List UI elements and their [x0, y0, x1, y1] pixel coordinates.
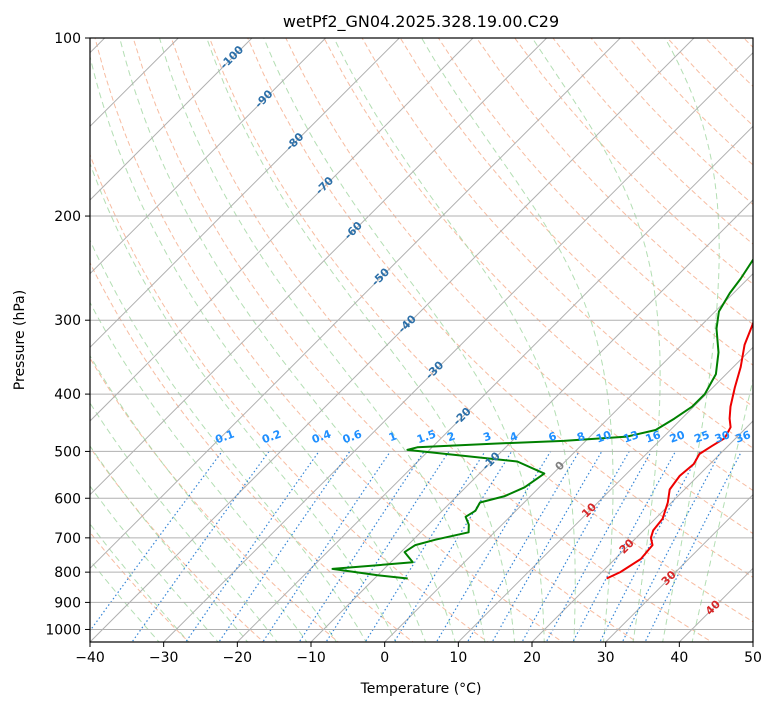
y-axis-title: Pressure (hPa)	[12, 290, 28, 390]
mixing-ratio-label: 20	[668, 428, 687, 446]
isobar-gridlines	[90, 38, 753, 630]
x-tick-label: −40	[75, 650, 105, 666]
x-tick-label: 50	[744, 650, 762, 666]
dry-adiabat	[323, 38, 753, 492]
x-tick-label: 40	[670, 650, 688, 666]
moist-adiabat	[90, 239, 367, 642]
dry-adiabat	[94, 38, 564, 642]
mixing-ratio-label: 2	[445, 430, 457, 445]
mixing-ratio-label: 10	[594, 428, 613, 446]
mixing-ratio-label: 16	[644, 428, 663, 446]
isotherm-line	[383, 272, 753, 642]
x-tick-label: −30	[149, 650, 179, 666]
mixing-ratio-line	[435, 451, 552, 642]
isotherm-line	[90, 38, 327, 275]
isotherm-line	[90, 38, 401, 349]
isotherm-line	[310, 199, 753, 642]
moist-adiabat	[90, 161, 397, 642]
temperature-trace	[606, 320, 753, 580]
y-tick-label: 700	[54, 531, 81, 547]
mixing-ratio-label: 3	[481, 430, 493, 445]
dry-adiabat	[437, 38, 753, 366]
mixing-ratio-line	[599, 451, 701, 642]
mixing-ratio-line	[364, 451, 486, 642]
x-tick-label: 20	[523, 650, 541, 666]
isotherm-line	[90, 38, 548, 496]
isotherm-line	[162, 51, 753, 642]
x-axis-ticks: −40 −30 −20 −10 0 10 20 30 40 50	[75, 642, 762, 666]
isotherm-line	[531, 420, 753, 642]
isotherm-line	[90, 38, 695, 642]
mixing-ratio-line	[621, 451, 722, 642]
mixing-ratio-label: 1.5	[415, 427, 438, 446]
dry-adiabat	[361, 38, 753, 449]
mixing-ratio-label: 36	[734, 428, 753, 446]
mixing-ratio-label: 0.4	[310, 427, 333, 446]
isotherm-line	[90, 38, 253, 201]
mixing-ratio-line	[393, 451, 513, 642]
mixing-ratio-label: 6	[547, 429, 559, 444]
y-tick-label: 300	[54, 313, 81, 329]
dry-adiabat	[90, 357, 340, 642]
dewpoint-trace	[331, 257, 753, 580]
mixing-ratio-line	[545, 451, 652, 642]
y-tick-label: 900	[54, 595, 81, 611]
mixing-ratio-label: 0.1	[213, 428, 236, 447]
x-tick-label: −10	[296, 650, 326, 666]
dry-adiabat	[285, 38, 753, 535]
sounding-traces	[331, 257, 753, 580]
x-tick-label: 10	[449, 650, 467, 666]
mixing-ratio-label: 8	[575, 430, 587, 445]
mixing-ratio-line	[572, 451, 677, 642]
y-tick-label: 600	[54, 491, 81, 507]
mixing-ratio-label: 25	[692, 428, 711, 445]
mixing-ratio-line	[185, 451, 320, 642]
mixing-ratio-label: 0.6	[341, 427, 364, 446]
y-tick-label: 1000	[45, 622, 81, 638]
isotherm-line	[604, 493, 753, 642]
y-axis-ticks: 100 200 300 400 500 600 700 800 900 1000	[45, 31, 90, 638]
x-tick-label: 0	[380, 650, 389, 666]
x-axis-title: Temperature (°C)	[360, 681, 482, 697]
y-tick-label: 100	[54, 31, 81, 47]
y-tick-label: 200	[54, 209, 81, 225]
dry-adiabat	[90, 153, 489, 642]
isotherm-line	[457, 346, 753, 642]
mixing-ratio-label: 1	[387, 430, 399, 445]
isotherm-line	[90, 38, 474, 422]
mixing-ratio-label: 4	[508, 429, 520, 444]
mixing-ratio-line	[131, 451, 270, 642]
y-tick-label: 800	[54, 565, 81, 581]
plot-frame	[89, 37, 754, 643]
mixing-ratio-line	[218, 451, 351, 642]
mixing-ratio-line	[90, 451, 223, 632]
mixing-ratio-label: 13	[622, 428, 641, 445]
mixing-ratio-line	[262, 451, 391, 642]
mixing-ratio-line	[298, 451, 425, 642]
mixing-ratio-label: 30	[713, 428, 732, 446]
isotherm-line	[90, 38, 622, 570]
chart-title: wetPf2_GN04.2025.328.19.00.C29	[283, 12, 559, 32]
isotherm-line	[236, 125, 753, 642]
y-tick-label: 400	[54, 387, 81, 403]
dry-adiabat	[476, 38, 753, 326]
y-tick-label: 500	[54, 444, 81, 460]
mixing-ratio-label: 0.2	[260, 427, 283, 446]
mixing-ratio-line	[466, 451, 580, 642]
x-tick-label: −20	[223, 650, 253, 666]
isotherm-line	[90, 38, 180, 128]
x-tick-label: 30	[597, 650, 615, 666]
